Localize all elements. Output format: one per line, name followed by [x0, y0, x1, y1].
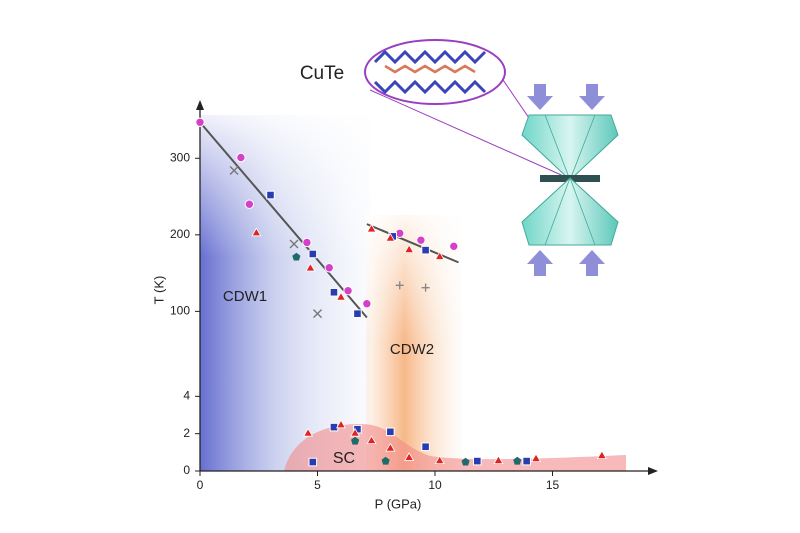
anvil-bottom — [521, 177, 619, 246]
force-arrow — [579, 250, 605, 276]
data-point — [292, 252, 301, 261]
data-point — [289, 239, 299, 249]
y-axis-label: T (K) — [151, 276, 166, 305]
data-point — [449, 241, 459, 252]
sc-dome — [284, 424, 626, 471]
data-point — [313, 309, 322, 319]
data-point — [473, 456, 482, 466]
data-point — [362, 299, 372, 309]
x-arrow — [648, 467, 658, 475]
inset-illustration — [364, 39, 619, 276]
data-point — [513, 456, 522, 465]
x-tick-label: 5 — [314, 478, 321, 492]
data-point — [324, 263, 334, 273]
data-point — [229, 166, 239, 176]
data-point — [522, 456, 531, 466]
y-tick-label: 100 — [170, 304, 190, 318]
x-tick-label: 10 — [428, 478, 442, 492]
data-point — [366, 435, 377, 445]
data-point — [353, 309, 362, 318]
data-point — [244, 199, 255, 209]
data-point — [596, 450, 607, 460]
data-point — [531, 453, 542, 463]
fit-line — [366, 223, 459, 264]
data-point — [303, 427, 314, 437]
data-point — [493, 455, 504, 465]
data-point — [434, 455, 445, 465]
data-point — [308, 457, 318, 467]
data-point — [385, 442, 396, 452]
data-point — [381, 456, 390, 465]
y-tick-label: 200 — [170, 227, 190, 241]
data-point — [251, 227, 262, 237]
inset-label: CuTe — [300, 63, 344, 84]
fit-line — [199, 121, 368, 319]
force-arrow — [527, 84, 553, 110]
data-point — [195, 117, 205, 127]
data-point — [421, 283, 430, 292]
anvil-top — [521, 114, 619, 181]
data-point — [386, 427, 395, 437]
axes — [196, 100, 658, 475]
region-label: CDW2 — [390, 341, 434, 358]
x-tick-label: 0 — [197, 478, 204, 492]
crystal-layer — [373, 79, 487, 95]
anvil-facets — [521, 176, 619, 246]
force-arrow — [579, 84, 605, 110]
region-label: SC — [333, 450, 355, 467]
data-point — [350, 427, 361, 437]
data-point — [305, 262, 316, 272]
data-point — [366, 223, 377, 233]
region-label: CDW1 — [223, 288, 267, 305]
data-point — [343, 286, 353, 296]
data-point — [308, 249, 318, 259]
data-point — [385, 232, 396, 242]
data-point — [395, 281, 404, 290]
x-tick-label: 15 — [546, 478, 560, 492]
data-point — [351, 436, 360, 445]
data-point — [404, 244, 415, 254]
y-tick-label: 4 — [183, 389, 190, 403]
data-point — [236, 152, 246, 163]
data-point — [461, 457, 470, 466]
data-point — [421, 442, 430, 452]
data-point — [266, 190, 275, 200]
crystal-layer — [384, 64, 476, 74]
y-tick-label: 2 — [183, 426, 190, 440]
data-point — [329, 287, 339, 297]
data-point — [302, 237, 312, 248]
leader-line — [369, 89, 569, 179]
force-arrow — [527, 250, 553, 276]
y-arrow — [196, 100, 204, 110]
data-point — [434, 251, 445, 260]
data-point — [416, 235, 426, 245]
data-point — [336, 419, 346, 429]
data-point — [336, 291, 346, 301]
x-axis-label: P (GPa) — [375, 496, 422, 511]
crystal-layer — [373, 49, 487, 65]
data-point — [329, 422, 339, 432]
data-point — [404, 452, 415, 461]
y-tick-label: 0 — [183, 463, 190, 477]
data-point — [421, 245, 430, 255]
y-tick-label: 300 — [170, 150, 190, 164]
